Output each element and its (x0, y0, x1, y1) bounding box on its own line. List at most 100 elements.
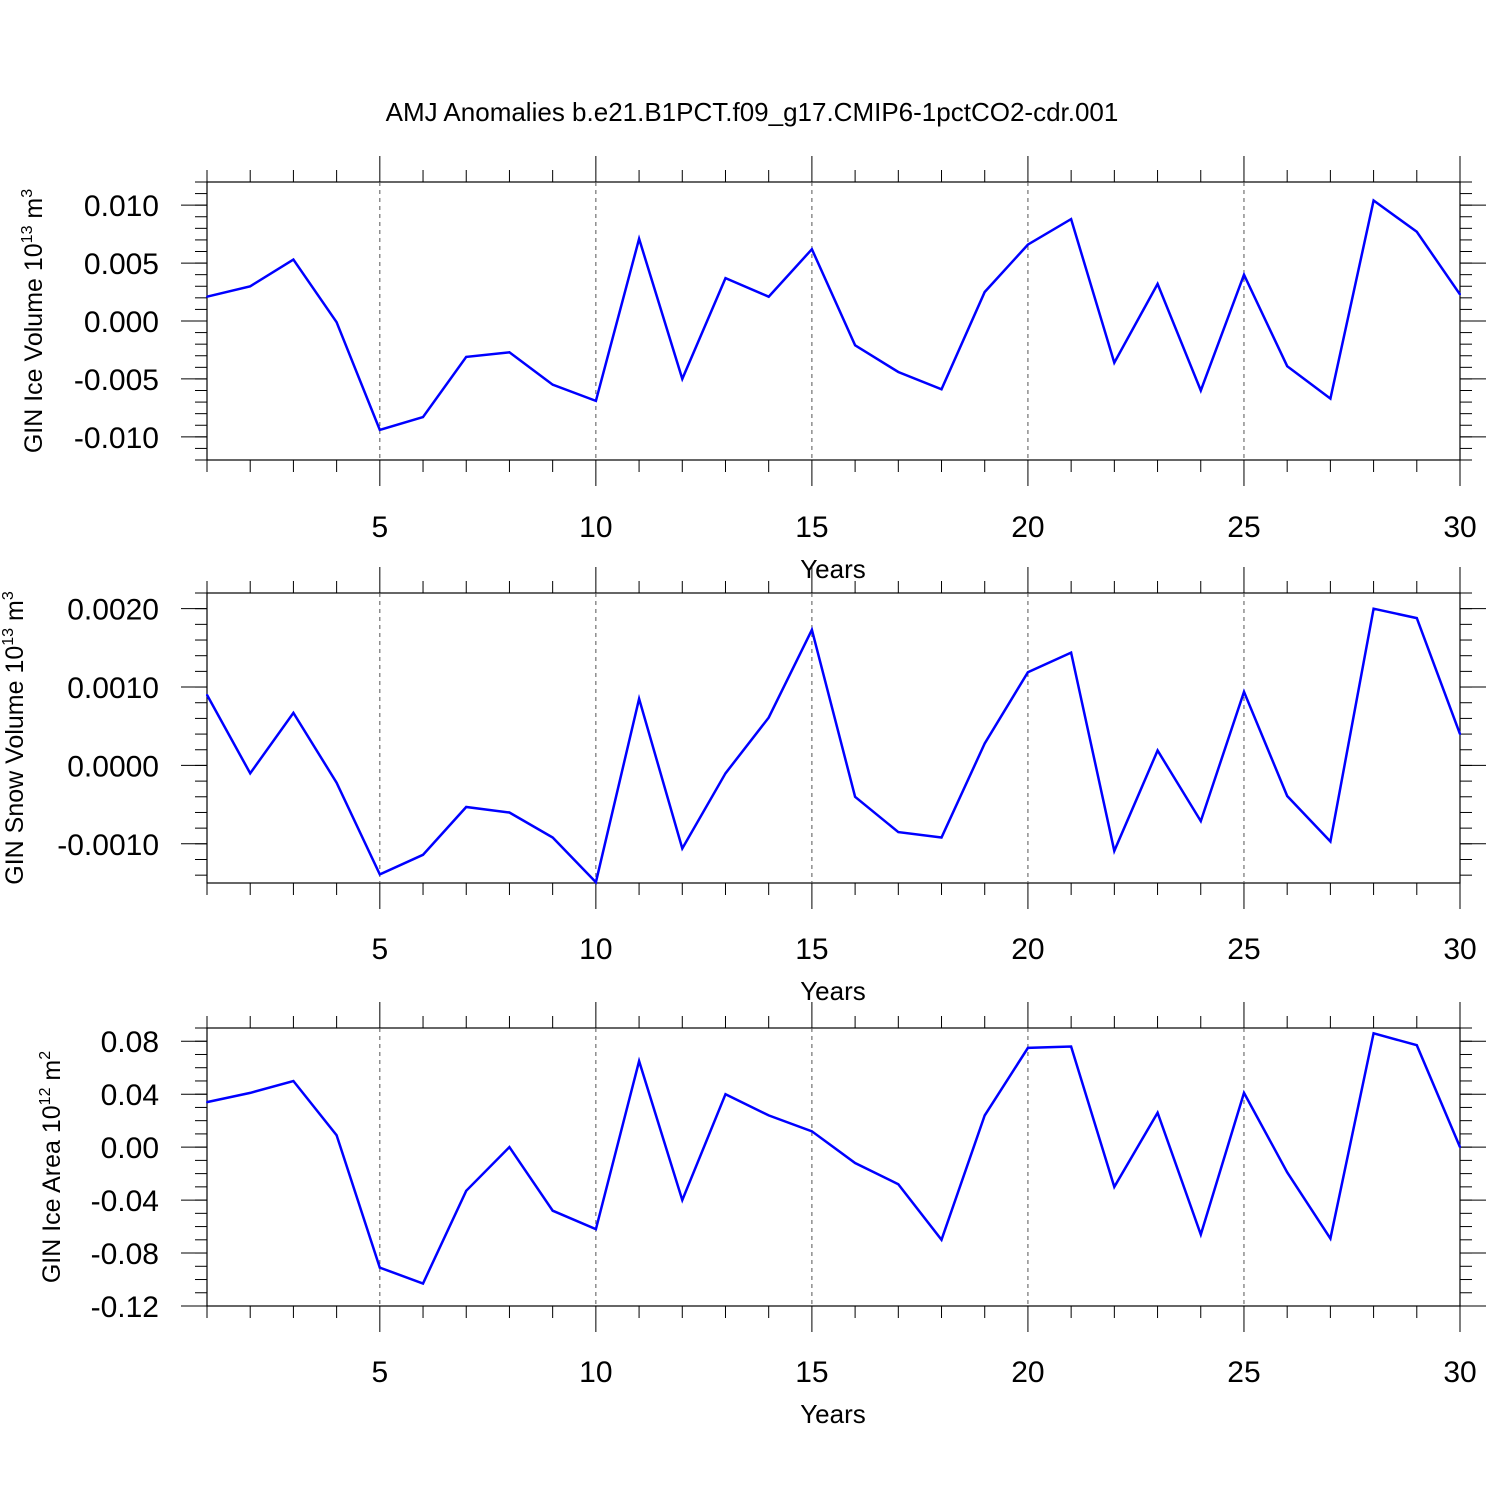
data-point (422, 1282, 424, 1285)
series-line (206, 1031, 1462, 1286)
data-point (1113, 849, 1116, 852)
data-point (249, 285, 252, 288)
data-point (1286, 365, 1289, 368)
panel-snow-volume: 5 10 15 20 25 30 0.0020 0.0010 0.0000 -0.0010 Year… (0, 567, 1486, 1006)
x-axis-title: Years (800, 1399, 866, 1429)
plot-frame (206, 592, 1461, 884)
x-tick-label: 10 (579, 1356, 612, 1389)
y-axis-title-ylabel-unit: m (38, 1060, 66, 1088)
x-tick-label: 30 (1443, 511, 1476, 544)
x-axis-title: Years (800, 554, 866, 584)
data-point (810, 248, 813, 251)
data-point (1286, 1171, 1289, 1174)
data-point (940, 1238, 943, 1241)
data-point (335, 1134, 338, 1137)
data-point (767, 716, 770, 719)
panel-ice-volume: 5 10 15 20 25 30 0.010 0.005 0.000 -0.005 -0.010 Ye… (19, 156, 1486, 584)
data-point (681, 847, 684, 850)
data-point (1372, 1032, 1375, 1035)
series-line (206, 198, 1462, 432)
data-point (206, 693, 208, 696)
y-tick-label: 0.08 (101, 1026, 159, 1059)
x-tick-label: 15 (795, 511, 828, 544)
data-point (378, 428, 381, 431)
y-tick-label: 0.010 (84, 190, 159, 223)
x-tick-label: 5 (371, 933, 388, 966)
data-point (1026, 1046, 1029, 1049)
data-point (1199, 1233, 1202, 1236)
x-tick-label: 30 (1443, 933, 1476, 966)
y-tick-label: 0.0010 (67, 672, 159, 705)
data-point (897, 1183, 900, 1186)
data-point (638, 1060, 641, 1063)
data-point (897, 371, 900, 373)
y-axis-title: GIN Ice Volume 1013 m3 (19, 189, 48, 453)
data-point (1415, 617, 1418, 620)
data-point (681, 377, 684, 380)
data-point (724, 277, 727, 280)
data-point (638, 237, 641, 240)
data-point (1070, 651, 1073, 654)
data-point (854, 795, 857, 798)
y-tick-label: 0.0020 (67, 594, 159, 627)
data-point (594, 1228, 597, 1231)
x-tick-label: 20 (1011, 933, 1044, 966)
y-axis-title-ylabel-unit: m (1, 600, 29, 628)
data-point (983, 742, 986, 745)
x-tick-label: 25 (1227, 1356, 1260, 1389)
data-point (465, 1189, 468, 1192)
x-tick-label: 30 (1443, 1356, 1476, 1389)
data-point (1243, 690, 1245, 693)
data-point (724, 1093, 727, 1096)
data-point (983, 1114, 986, 1117)
data-point (897, 831, 900, 834)
y-tick-label: -0.12 (91, 1291, 159, 1324)
data-point (249, 1091, 252, 1094)
y-tick-label: -0.04 (91, 1185, 159, 1218)
data-point (378, 1266, 381, 1269)
data-point (681, 1199, 684, 1202)
data-point (1026, 243, 1029, 246)
x-tick-label: 25 (1227, 511, 1260, 544)
data-point (1459, 293, 1461, 296)
data-point (292, 1080, 295, 1082)
data-point (767, 1114, 770, 1117)
data-point (508, 811, 511, 814)
data-point (1329, 397, 1332, 400)
data-point (1070, 1045, 1073, 1048)
data-point (206, 1101, 208, 1104)
data-point (1070, 218, 1073, 221)
data-point (854, 344, 857, 347)
y-tick-label: 0.000 (84, 306, 159, 339)
y-tick-label: -0.010 (74, 422, 159, 455)
data-point (940, 836, 943, 839)
data-point (1156, 282, 1159, 285)
data-point (1459, 1146, 1461, 1149)
data-point (1156, 1111, 1159, 1114)
data-point (1113, 1185, 1116, 1188)
data-point (551, 836, 554, 839)
data-point (335, 321, 338, 324)
y-tick-label: 0.0000 (67, 750, 159, 783)
y-axis-title-ylabel-unit-exp: 2 (37, 1051, 54, 1060)
data-point (1459, 733, 1461, 736)
y-tick-label: -0.08 (91, 1238, 159, 1271)
data-point (767, 295, 770, 298)
y-axis-title-ylabel: GIN Ice Volume 10 (20, 243, 48, 453)
x-tick-label: 5 (371, 1356, 388, 1389)
x-tick-label: 15 (795, 1356, 828, 1389)
y-tick-label: -0.005 (74, 364, 159, 397)
data-point (508, 1146, 511, 1149)
plot-frame (206, 1027, 1461, 1307)
y-tick-label: 0.005 (84, 248, 159, 281)
y-axis-title-ylabel-unit-exp: 3 (19, 189, 36, 198)
data-point (1243, 1091, 1245, 1094)
y-tick-label: 0.00 (101, 1132, 159, 1165)
data-point (724, 772, 727, 775)
data-point (1199, 389, 1202, 392)
data-point (1372, 199, 1375, 202)
plot-frame (206, 181, 1461, 461)
y-axis-title-ylabel-exp: 13 (0, 628, 17, 646)
data-point (983, 291, 986, 293)
